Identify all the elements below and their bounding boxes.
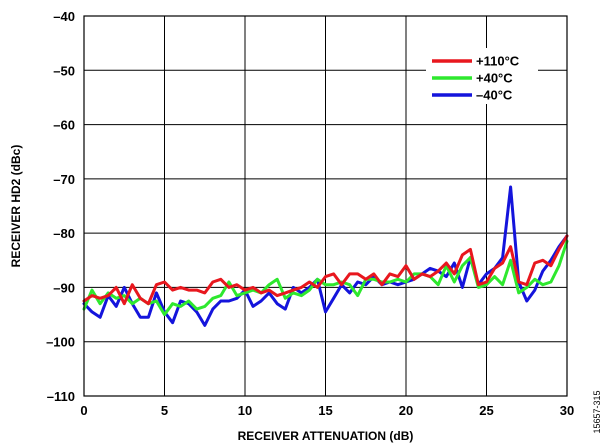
x-tick-label: 25 xyxy=(479,403,493,418)
y-tick-label: –50 xyxy=(53,63,75,78)
legend-label: +110°C xyxy=(476,54,520,69)
y-tick-label: –70 xyxy=(53,172,75,187)
x-tick-label: 20 xyxy=(399,403,413,418)
y-tick-labels: –40 –50 –60 –70 –80 –90 –100 –110 xyxy=(46,9,75,404)
grid-lines xyxy=(84,16,567,396)
y-tick-label: –110 xyxy=(47,389,75,404)
x-tick-label: 30 xyxy=(560,403,574,418)
y-tick-label: –80 xyxy=(53,226,75,241)
x-tick-label: 10 xyxy=(238,403,252,418)
plot-frame xyxy=(83,15,568,397)
y-tick-label: –100 xyxy=(46,335,75,350)
y-tick-label: –60 xyxy=(53,118,75,133)
series-lines xyxy=(82,185,569,327)
x-tick-labels: 0 5 10 15 20 25 30 xyxy=(80,403,574,418)
series-line-0 xyxy=(82,234,569,306)
legend-label: +40°C xyxy=(476,71,513,86)
x-tick-label: 0 xyxy=(80,403,87,418)
x-tick-label: 5 xyxy=(161,403,168,418)
y-axis-title: RECEIVER HD2 (dBc) xyxy=(9,145,23,268)
series-line-1 xyxy=(82,239,569,317)
x-axis-title: RECEIVER ATTENUATION (dB) xyxy=(238,429,414,443)
x-tick-label: 15 xyxy=(318,403,332,418)
legend-label: –40°C xyxy=(476,88,513,103)
legend: +110°C +40°C –40°C xyxy=(426,48,538,104)
y-tick-label: –90 xyxy=(53,280,75,295)
y-tick-label: –40 xyxy=(53,9,75,24)
figure-id-note: 15657-315 xyxy=(592,390,602,433)
